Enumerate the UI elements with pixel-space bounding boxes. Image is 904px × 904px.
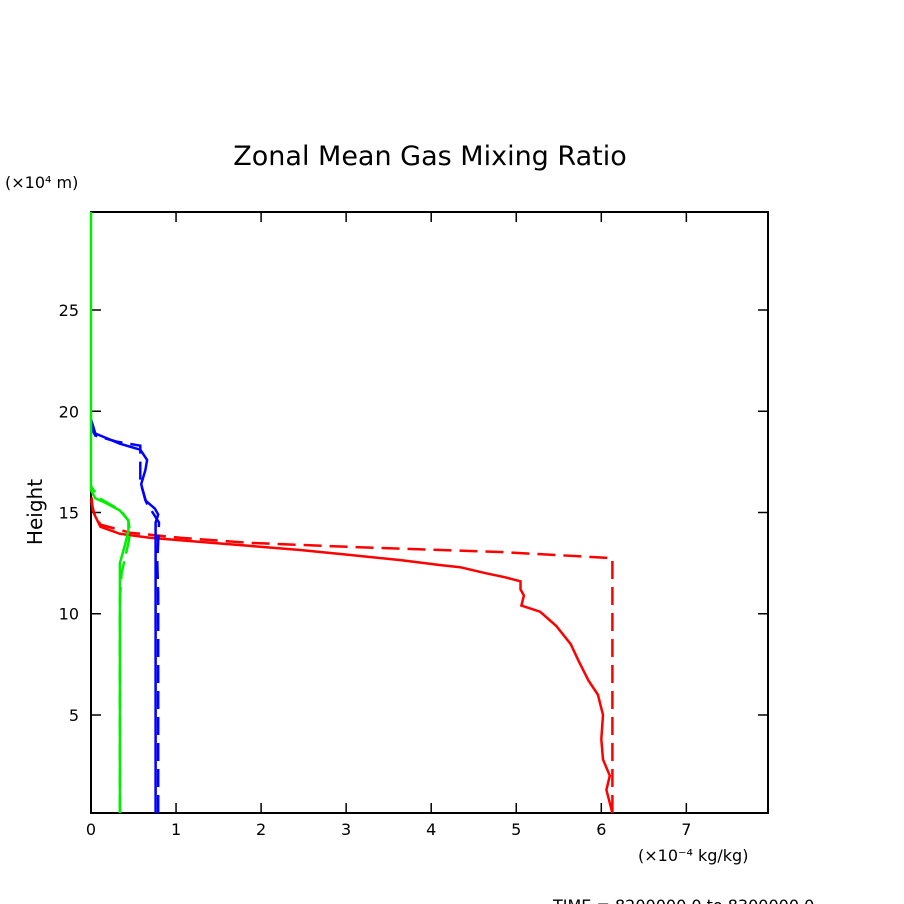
x-tick-label: 2 (256, 820, 266, 839)
x-tick-label: 4 (426, 820, 436, 839)
y-unit-label: (×10⁴ m) (5, 173, 78, 192)
footer: TIME = 8200000.0 to 8300000.0 (552, 896, 814, 904)
x-tick-label: 6 (596, 820, 606, 839)
x-tick-label: 0 (86, 820, 96, 839)
y-axis-label: Height (23, 479, 47, 545)
x-tick-label: 1 (171, 820, 181, 839)
profile-line (89, 426, 161, 813)
y-tick-label: 10 (59, 605, 79, 624)
profile-line (89, 419, 160, 813)
profile-line (89, 485, 132, 813)
profile-line (89, 490, 614, 813)
x-tick-label: 5 (511, 820, 521, 839)
x-tick-label: 7 (681, 820, 691, 839)
y-tick-label: 5 (69, 706, 79, 725)
chart-title: Zonal Mean Gas Mixing Ratio (233, 141, 626, 172)
y-tick-label: 15 (59, 504, 79, 523)
profile-line (89, 500, 614, 814)
plot-frame (90, 211, 769, 814)
x-tick-label: 3 (341, 820, 351, 839)
y-tick-label: 25 (59, 301, 79, 320)
x-unit-label: (×10⁻⁴ kg/kg) (638, 846, 748, 865)
y-tick-label: 20 (59, 402, 79, 421)
